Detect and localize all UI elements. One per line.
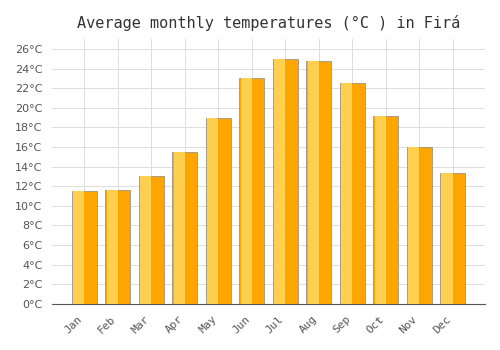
- Bar: [106, 190, 118, 304]
- Bar: [341, 83, 352, 304]
- Bar: [140, 176, 151, 304]
- Bar: [174, 152, 185, 304]
- Bar: [440, 174, 466, 304]
- Bar: [374, 116, 386, 304]
- Bar: [406, 147, 432, 304]
- Bar: [172, 152, 198, 304]
- Bar: [72, 191, 97, 304]
- Title: Average monthly temperatures (°C ) in Firá: Average monthly temperatures (°C ) in Fi…: [77, 15, 460, 31]
- Bar: [274, 59, 285, 304]
- Bar: [308, 61, 319, 304]
- Bar: [373, 116, 398, 304]
- Bar: [408, 147, 420, 304]
- Bar: [206, 118, 231, 304]
- Bar: [139, 176, 164, 304]
- Bar: [73, 191, 85, 304]
- Bar: [340, 83, 365, 304]
- Bar: [240, 78, 252, 304]
- Bar: [207, 118, 218, 304]
- Bar: [306, 61, 332, 304]
- Bar: [106, 190, 130, 304]
- Bar: [273, 59, 298, 304]
- Bar: [442, 174, 453, 304]
- Bar: [240, 78, 264, 304]
